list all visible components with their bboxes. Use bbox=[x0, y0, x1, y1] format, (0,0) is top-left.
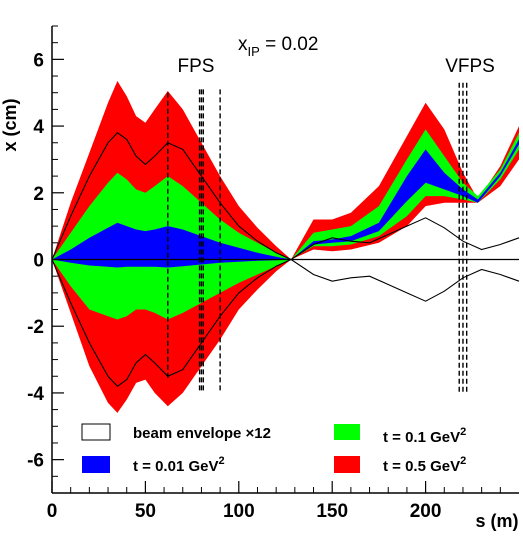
envelope-layer bbox=[51, 131, 520, 388]
vfps-label: VFPS bbox=[445, 56, 495, 77]
y-tick-label: -6 bbox=[27, 451, 44, 472]
legend-entry-t05: t = 0.5 GeV2 bbox=[334, 455, 466, 475]
legend-label-t01: t = 0.1 GeV2 bbox=[383, 426, 466, 446]
fps-label: FPS bbox=[178, 56, 215, 77]
legend-label-t001-sup: 2 bbox=[218, 455, 224, 467]
band-t01 bbox=[52, 129, 519, 320]
legend: beam envelope ×12 t = 0.1 GeV2 t = 0.01 … bbox=[81, 423, 466, 475]
legend-label-t05: t = 0.5 GeV2 bbox=[383, 455, 466, 475]
x-tick-label: 150 bbox=[316, 501, 348, 522]
xip-main: x bbox=[238, 34, 248, 55]
xip-value: = 0.02 bbox=[260, 34, 319, 55]
legend-label-t001-text: t = 0.01 GeV bbox=[133, 458, 218, 475]
band-t05 bbox=[52, 81, 519, 413]
legend-label-t01-text: t = 0.1 GeV bbox=[383, 429, 460, 446]
y-tick-label: -4 bbox=[27, 384, 44, 405]
legend-label-envelope: beam envelope ×12 bbox=[133, 425, 271, 442]
ticks-layer: -6 -4 -2 0 2 4 6 0 50 100 150 200 bbox=[27, 25, 501, 522]
legend-entry-t01: t = 0.1 GeV2 bbox=[334, 424, 466, 446]
x-tick-label: 200 bbox=[410, 501, 442, 522]
legend-label-t05-sup: 2 bbox=[460, 455, 466, 467]
y-tick-label: -2 bbox=[27, 317, 44, 338]
legend-swatch-t01 bbox=[334, 424, 360, 440]
x-tick-label: 50 bbox=[135, 501, 156, 522]
legend-swatch-t001 bbox=[82, 456, 110, 473]
legend-label-t01-sup: 2 bbox=[460, 426, 466, 438]
band-t001 bbox=[52, 139, 519, 268]
y-tick-label: 0 bbox=[33, 251, 44, 272]
legend-entry-envelope: beam envelope ×12 bbox=[81, 423, 271, 442]
envelope-lower-line bbox=[51, 258, 520, 388]
legend-label-t05-text: t = 0.5 GeV bbox=[383, 458, 460, 475]
legend-swatch-t05 bbox=[334, 456, 360, 473]
y-axis-title: x (cm) bbox=[0, 98, 20, 151]
x-tick-label: 100 bbox=[223, 501, 255, 522]
legend-entry-t001: t = 0.01 GeV2 bbox=[82, 455, 225, 475]
y-tick-label: 4 bbox=[33, 117, 44, 138]
x-axis-title: s (m) bbox=[475, 511, 518, 531]
x-tick-label: 0 bbox=[47, 501, 58, 522]
xip-sub: IP bbox=[248, 44, 260, 59]
bands-layer bbox=[52, 81, 519, 413]
y-tick-label: 2 bbox=[33, 184, 44, 205]
envelope-upper-line bbox=[51, 131, 520, 261]
detector-lines bbox=[167, 82, 468, 393]
legend-swatch-envelope bbox=[81, 423, 111, 441]
legend-label-t001: t = 0.01 GeV2 bbox=[133, 455, 225, 475]
xip-annotation: xIP = 0.02 bbox=[238, 34, 318, 59]
y-tick-label: 6 bbox=[33, 50, 44, 71]
